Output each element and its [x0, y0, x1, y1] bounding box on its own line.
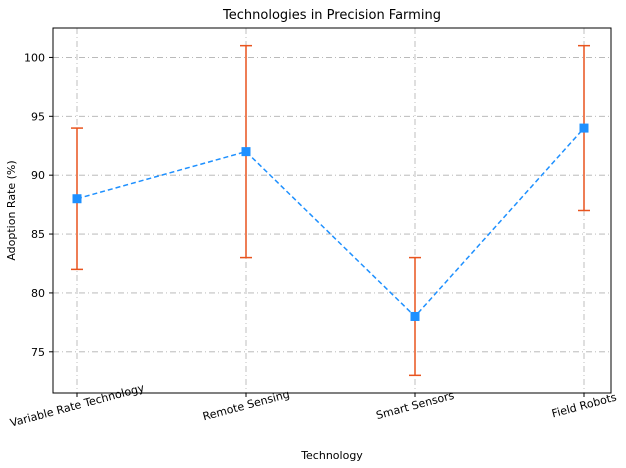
- data-point: [241, 147, 251, 157]
- y-tick-label: 75: [31, 346, 45, 359]
- y-tick-label: 95: [31, 110, 45, 123]
- data-point-layer: [72, 123, 589, 321]
- chart-title: Technologies in Precision Farming: [222, 8, 441, 23]
- series-line: [76, 127, 585, 318]
- y-axis-label: Adoption Rate (%): [5, 160, 18, 260]
- y-tick-label: 80: [31, 287, 45, 300]
- y-tick-label: 85: [31, 228, 45, 241]
- y-tick-label: 100: [24, 51, 45, 64]
- plot-frame: [52, 27, 612, 394]
- data-point: [410, 311, 420, 321]
- series-line-layer: [76, 127, 585, 318]
- y-tick-label: 90: [31, 169, 45, 182]
- data-point: [579, 123, 589, 133]
- data-point: [72, 194, 82, 204]
- x-axis-label: Technology: [300, 449, 363, 462]
